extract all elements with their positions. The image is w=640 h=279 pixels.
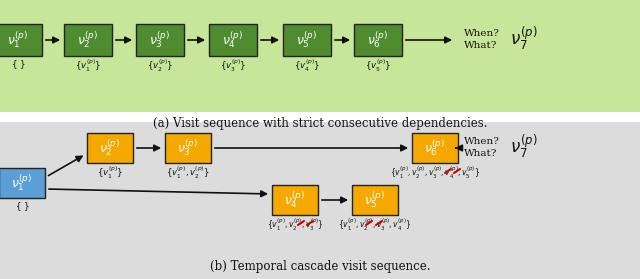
Text: $\{v_1^{(p)},v_2^{(p)},v_3^{(p)}\}$: $\{v_1^{(p)},v_2^{(p)},v_3^{(p)}\}$ <box>267 217 323 233</box>
FancyBboxPatch shape <box>283 24 331 56</box>
Text: $\nu_{6}^{(p)}$: $\nu_{6}^{(p)}$ <box>424 138 445 158</box>
Text: $\nu_{2}^{(p)}$: $\nu_{2}^{(p)}$ <box>77 30 99 50</box>
Text: $\{v_2^{(p)}\}$: $\{v_2^{(p)}\}$ <box>147 58 173 74</box>
FancyBboxPatch shape <box>412 133 458 163</box>
Text: What?: What? <box>464 40 497 49</box>
Text: When?: When? <box>464 136 500 146</box>
Text: $\{v_1^{(p)}\}$: $\{v_1^{(p)}\}$ <box>97 165 123 181</box>
Text: $\{\ \}$: $\{\ \}$ <box>11 58 26 71</box>
FancyBboxPatch shape <box>87 133 133 163</box>
FancyBboxPatch shape <box>209 24 257 56</box>
Text: $\nu_{1}^{(p)}$: $\nu_{1}^{(p)}$ <box>12 172 33 193</box>
FancyBboxPatch shape <box>64 24 112 56</box>
FancyBboxPatch shape <box>354 24 402 56</box>
Text: $\nu_{3}^{(p)}$: $\nu_{3}^{(p)}$ <box>149 30 171 50</box>
FancyBboxPatch shape <box>0 168 45 198</box>
Text: $\nu_7^{(p)}$: $\nu_7^{(p)}$ <box>510 133 538 161</box>
Text: $\nu_{4}^{(p)}$: $\nu_{4}^{(p)}$ <box>284 189 306 210</box>
Text: $\nu_{3}^{(p)}$: $\nu_{3}^{(p)}$ <box>177 138 198 158</box>
Text: $\nu_{4}^{(p)}$: $\nu_{4}^{(p)}$ <box>222 30 244 50</box>
Text: $\{v_1^{(p)},v_2^{(p)}\}$: $\{v_1^{(p)},v_2^{(p)}\}$ <box>166 165 210 181</box>
FancyBboxPatch shape <box>165 133 211 163</box>
Text: $\{v_3^{(p)}\}$: $\{v_3^{(p)}\}$ <box>220 58 246 74</box>
Bar <box>0 122 640 279</box>
Text: $\{v_1^{(p)},v_2^{(p)},v_3^{(p)},v_4^{(p)},v_5^{(p)}\}$: $\{v_1^{(p)},v_2^{(p)},v_3^{(p)},v_4^{(p… <box>390 165 480 181</box>
Text: $\nu_{1}^{(p)}$: $\nu_{1}^{(p)}$ <box>8 30 29 50</box>
Text: When?: When? <box>464 28 500 37</box>
Text: $\nu_7^{(p)}$: $\nu_7^{(p)}$ <box>510 25 538 53</box>
Text: (b) Temporal cascade visit sequence.: (b) Temporal cascade visit sequence. <box>210 260 430 273</box>
FancyBboxPatch shape <box>272 185 318 215</box>
Text: $\nu_{2}^{(p)}$: $\nu_{2}^{(p)}$ <box>99 138 120 158</box>
Text: $\{v_5^{(p)}\}$: $\{v_5^{(p)}\}$ <box>365 58 391 74</box>
Text: $\nu_{5}^{(p)}$: $\nu_{5}^{(p)}$ <box>296 30 317 50</box>
Text: (a) Visit sequence with strict consecutive dependencies.: (a) Visit sequence with strict consecuti… <box>153 117 487 130</box>
Text: $\{\ \}$: $\{\ \}$ <box>15 200 29 213</box>
FancyBboxPatch shape <box>352 185 398 215</box>
Bar <box>0 0 640 112</box>
Text: What?: What? <box>464 148 497 158</box>
Text: $\nu_{5}^{(p)}$: $\nu_{5}^{(p)}$ <box>364 189 386 210</box>
Text: $\nu_{6}^{(p)}$: $\nu_{6}^{(p)}$ <box>367 30 388 50</box>
Text: $\{v_1^{(p)}\}$: $\{v_1^{(p)}\}$ <box>75 58 101 74</box>
FancyBboxPatch shape <box>0 24 42 56</box>
Text: $\{v_4^{(p)}\}$: $\{v_4^{(p)}\}$ <box>294 58 320 74</box>
Text: $\{v_1^{(p)},v_2^{(p)},v_3^{(p)},v_4^{(p)}\}$: $\{v_1^{(p)},v_2^{(p)},v_3^{(p)},v_4^{(p… <box>339 217 412 233</box>
FancyBboxPatch shape <box>136 24 184 56</box>
